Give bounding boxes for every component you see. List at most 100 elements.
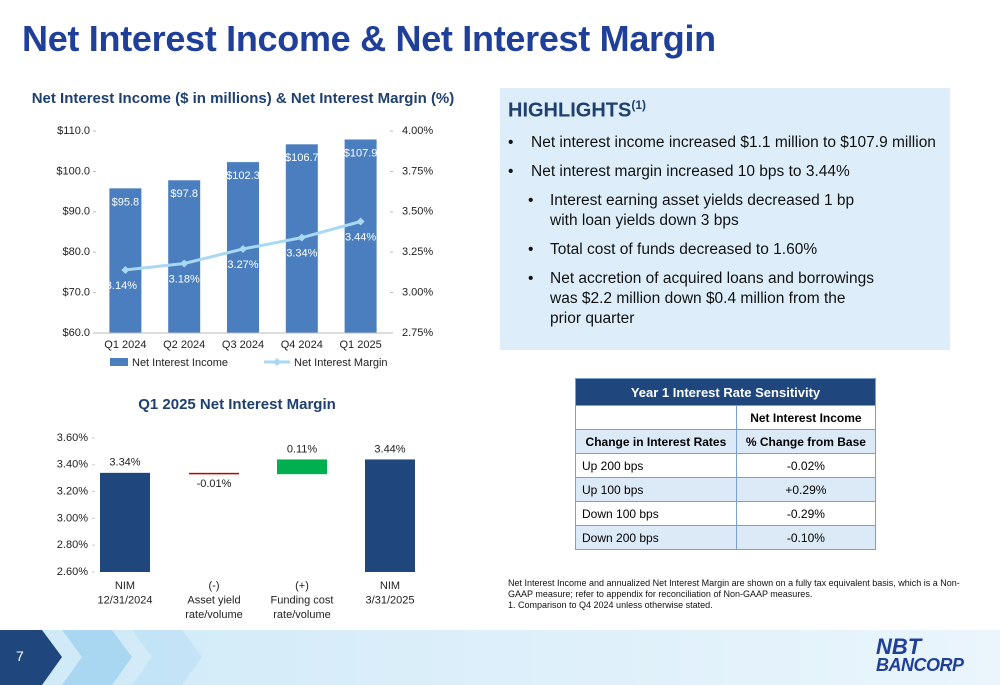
y2-tick-label: 2.75% [402, 327, 433, 339]
x-tick-label: NIM [115, 580, 135, 592]
y-tick-label: $80.0 [62, 246, 90, 258]
bar-label: 0.11% [287, 443, 318, 455]
bar-label: $95.8 [112, 196, 140, 208]
legend-label: Net Interest Margin [294, 357, 388, 369]
table-row: Down 200 bps -0.10% [575, 525, 877, 550]
y-tick-label: 3.40% [57, 459, 88, 471]
highlights-heading: HIGHLIGHTS [508, 99, 632, 122]
point [356, 217, 365, 226]
legend-swatch [110, 358, 128, 366]
legend-swatch [273, 358, 281, 366]
y-tick-label: 3.20% [57, 486, 88, 498]
y2-tick-label: 3.00% [402, 287, 433, 299]
bar-label: 3.44% [374, 443, 405, 455]
point-label: 3.18% [169, 273, 200, 285]
column-header: Change in Interest Rates [575, 429, 737, 454]
footnotes: Net Interest Income and annualized Net I… [508, 578, 968, 611]
bar-label: $97.8 [170, 188, 198, 200]
logo-line: BANCORP [876, 655, 964, 675]
y-tick-label: $90.0 [62, 206, 90, 218]
y-tick-label: 3.60% [57, 432, 88, 444]
highlights-title: HIGHLIGHTS(1) [508, 98, 940, 123]
y-tick-label: $70.0 [62, 287, 90, 299]
table-cell: Up 200 bps [575, 453, 737, 478]
highlights: HIGHLIGHTS(1) Net interest income increa… [500, 88, 950, 350]
x-tick-label: rate/volume [185, 609, 242, 621]
sensitivity-table: Year 1 Interest Rate Sensitivity Net Int… [575, 378, 877, 550]
point-label: 3.44% [345, 231, 376, 243]
y-tick-label: $60.0 [62, 327, 90, 339]
point [239, 244, 247, 253]
x-tick-label: Q4 2024 [281, 339, 323, 351]
point-label: 3.14% [106, 280, 137, 292]
column-group: Net Interest Income [735, 405, 877, 430]
bar [168, 180, 201, 333]
table-row: Down 100 bps -0.29% [575, 501, 877, 526]
y2-tick-label: 3.25% [402, 246, 433, 258]
table-cell: -0.02% [735, 453, 877, 478]
logo: NBT BANCORP [876, 634, 964, 675]
bullet: Net accretion of acquired loans and borr… [508, 269, 880, 329]
y2-tick-label: 4.00% [402, 125, 433, 137]
bar [100, 472, 150, 572]
point-label: 3.34% [286, 248, 317, 260]
legend-label: Net Interest Income [132, 357, 228, 369]
bar [344, 139, 377, 333]
x-tick-label: Asset yield [187, 594, 240, 606]
point [121, 265, 130, 274]
x-tick-label: rate/volume [273, 609, 330, 621]
footnote: Net Interest Income and annualized Net I… [508, 578, 960, 599]
table-row: Up 100 bps +0.29% [575, 477, 877, 502]
x-tick-label: Q3 2024 [222, 339, 264, 351]
bar [277, 459, 327, 475]
table-cell: Down 100 bps [575, 501, 737, 526]
y2-tick-label: 3.75% [402, 165, 433, 177]
y2-tick-label: 3.50% [402, 206, 433, 218]
x-tick-label: Q2 2024 [163, 339, 205, 351]
x-tick-label: Q1 2025 [339, 339, 381, 351]
footer-band [0, 630, 1000, 685]
table-cell [575, 405, 737, 430]
x-tick-label: Funding cost [271, 594, 334, 606]
chart-title: Net Interest Income ($ in millions) & Ne… [32, 90, 455, 107]
bar [189, 472, 239, 475]
y-tick-label: $110.0 [57, 125, 90, 137]
highlights-sup: (1) [631, 98, 647, 112]
y-tick-label: 2.80% [57, 539, 88, 551]
table-title: Year 1 Interest Rate Sensitivity [575, 378, 876, 406]
bar-label: $106.7 [285, 152, 319, 164]
x-tick-label: 3/31/2025 [366, 594, 415, 606]
table-cell: +0.29% [735, 477, 877, 502]
x-tick-label: Q1 2024 [104, 339, 146, 351]
table-cell: Up 100 bps [575, 477, 737, 502]
logo-line: NBT [876, 634, 922, 659]
table-cell: Down 200 bps [575, 525, 737, 550]
point [297, 233, 306, 242]
chevrons [0, 630, 202, 685]
y-tick-label: 3.00% [57, 512, 88, 524]
bullet: Net interest income increased $1.1 milli… [508, 133, 940, 153]
bullet: Interest earning asset yields decreased … [508, 191, 880, 231]
chart-title: Q1 2025 Net Interest Margin [138, 396, 336, 413]
bar-label: -0.01% [197, 478, 232, 490]
bar-label: $107.9 [344, 147, 378, 159]
column-header: % Change from Base [735, 429, 877, 454]
charts: Net Interest Income ($ in millions) & Ne… [32, 90, 455, 621]
x-tick-label: NIM [380, 580, 400, 592]
bar-label: $102.3 [226, 170, 260, 182]
slide-title: Net Interest Income & Net Interest Margi… [22, 18, 716, 59]
bullet: Net interest margin increased 10 bps to … [508, 162, 940, 182]
x-tick-label: (-) [209, 580, 220, 592]
y-tick-label: 2.60% [57, 566, 88, 578]
bar [109, 188, 142, 333]
x-tick-label: 12/31/2024 [97, 594, 152, 606]
point [180, 259, 189, 268]
table-row: Up 200 bps -0.02% [575, 453, 877, 478]
footnote: 1. Comparison to Q4 2024 unless otherwis… [508, 600, 713, 610]
bullet: Total cost of funds decreased to 1.60% [508, 240, 880, 260]
table-cell: -0.10% [735, 525, 877, 550]
x-tick-label: (+) [295, 580, 309, 592]
page-number: 7 [16, 648, 24, 664]
table-cell: -0.29% [735, 501, 877, 526]
